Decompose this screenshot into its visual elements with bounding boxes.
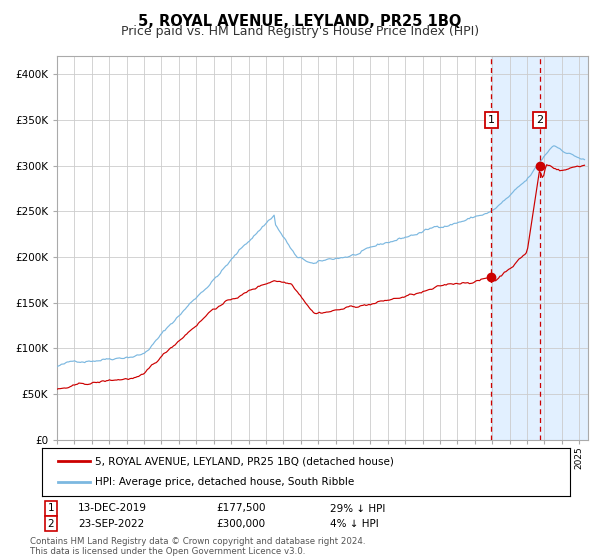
Text: Price paid vs. HM Land Registry's House Price Index (HPI): Price paid vs. HM Land Registry's House … [121, 25, 479, 38]
Text: Contains HM Land Registry data © Crown copyright and database right 2024.: Contains HM Land Registry data © Crown c… [30, 537, 365, 546]
Text: 1: 1 [47, 503, 55, 514]
Text: 2: 2 [47, 519, 55, 529]
Bar [491, 56, 588, 440]
Text: £300,000: £300,000 [216, 519, 265, 529]
Text: 1: 1 [488, 115, 495, 125]
Text: £177,500: £177,500 [216, 503, 265, 514]
Text: 23-SEP-2022: 23-SEP-2022 [78, 519, 144, 529]
Text: 29% ↓ HPI: 29% ↓ HPI [330, 503, 385, 514]
Text: This data is licensed under the Open Government Licence v3.0.: This data is licensed under the Open Gov… [30, 547, 305, 556]
Text: 5, ROYAL AVENUE, LEYLAND, PR25 1BQ: 5, ROYAL AVENUE, LEYLAND, PR25 1BQ [139, 14, 461, 29]
Text: 13-DEC-2019: 13-DEC-2019 [78, 503, 147, 514]
Text: 2: 2 [536, 115, 543, 125]
Text: 5, ROYAL AVENUE, LEYLAND, PR25 1BQ (detached house): 5, ROYAL AVENUE, LEYLAND, PR25 1BQ (deta… [95, 456, 394, 466]
Text: 4% ↓ HPI: 4% ↓ HPI [330, 519, 379, 529]
Text: HPI: Average price, detached house, South Ribble: HPI: Average price, detached house, Sout… [95, 477, 354, 487]
